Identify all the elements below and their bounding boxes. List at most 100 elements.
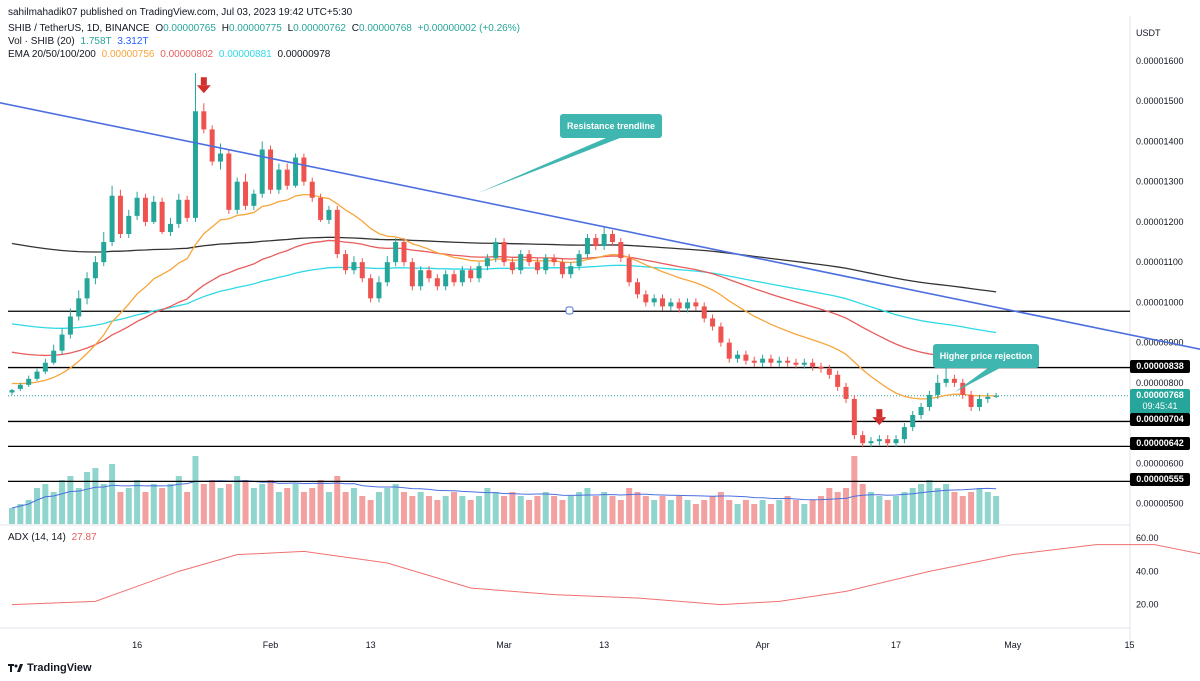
volume-bar (92, 468, 99, 524)
volume-bar (184, 492, 191, 524)
volume-bar (34, 488, 41, 524)
candle-body (84, 278, 90, 299)
candle-body (710, 318, 716, 327)
volume-bar (617, 500, 624, 524)
candle-body (9, 390, 15, 393)
volume-bar (834, 492, 841, 524)
resistance-trendline-callout[interactable]: Resistance trendline (560, 114, 662, 138)
volume-bar (843, 488, 849, 524)
candle-body (476, 266, 482, 279)
candle-body (601, 233, 607, 247)
higher-price-rejection-callout[interactable]: Higher price rejection (933, 344, 1039, 368)
candle-body (785, 360, 791, 363)
candle-body (543, 258, 549, 271)
arrow-shaft (876, 409, 883, 418)
candle-body (401, 242, 407, 263)
volume-bar (426, 496, 432, 524)
volume-bar (476, 496, 483, 524)
volume-bar (84, 472, 91, 524)
price-tick-label: 0.00001400 (1136, 136, 1184, 146)
volume-bar (350, 488, 357, 524)
adx-header: ADX (14, 14) 27.87 (8, 532, 100, 544)
volume-bar (851, 456, 858, 524)
price-tick-label: 0.00001500 (1136, 96, 1184, 106)
candle-body (67, 316, 73, 335)
volume-bar (242, 480, 249, 524)
symbol-title: SHIB / TetherUS, 1D, BINANCE (8, 23, 150, 34)
tradingview-logo[interactable]: TradingView (8, 662, 92, 674)
time-axis-label: 17 (891, 640, 901, 650)
candle-body (101, 242, 107, 263)
ema100-line (11, 264, 997, 334)
candle-body (626, 258, 632, 283)
volume-bar (384, 488, 391, 524)
candle-body (293, 157, 299, 186)
volume-bar (325, 492, 332, 524)
price-tag-704: 0.00000704 (1130, 413, 1190, 426)
candle-body (951, 378, 957, 383)
volume-bar (626, 488, 633, 524)
candle-body (668, 302, 674, 307)
volume-bar (576, 492, 583, 524)
price-tag-current: 0.00000768 09:45:41 (1130, 389, 1190, 414)
drawing-handle (565, 306, 574, 315)
candle-body (243, 181, 249, 206)
volume-bar (300, 492, 307, 524)
candle-body (343, 254, 349, 271)
candle-body (493, 242, 499, 259)
volume-bar (334, 476, 341, 524)
price-tick-label: 0.00001200 (1136, 217, 1184, 227)
volume-bar (642, 496, 649, 524)
volume-bar (968, 492, 975, 524)
candle-body (960, 382, 966, 395)
candle-body (409, 262, 415, 287)
candle-body (985, 396, 991, 399)
candle-body (418, 270, 424, 287)
candle-body (810, 362, 816, 367)
volume-bar (684, 500, 691, 524)
volume-bar (951, 492, 958, 524)
candle-body (59, 334, 65, 351)
volume-bar (209, 480, 216, 524)
candle-body (218, 153, 223, 162)
ema-header: EMA 20/50/100/200 0.00000756 0.00000802 … (8, 49, 333, 61)
rejection-callout-pointer (955, 368, 1000, 392)
volume-bar (150, 484, 157, 524)
volume-bar (275, 492, 282, 524)
candle-body (459, 270, 465, 283)
volume-bar (717, 492, 724, 524)
candle-body (801, 362, 807, 365)
candle-body (868, 441, 874, 444)
candle-body (501, 242, 507, 263)
candle-body (968, 394, 974, 407)
candle-body (851, 398, 857, 436)
volume-bar (250, 488, 257, 524)
volume-bar (434, 500, 441, 524)
candle-body (726, 342, 732, 359)
volume-bar (484, 488, 491, 524)
candle-body (201, 111, 207, 130)
candle-body (926, 394, 932, 407)
candle-body (159, 201, 165, 232)
volume-bar (926, 480, 933, 524)
volume-bar (859, 484, 866, 524)
candle-body (26, 378, 32, 385)
high-value: 0.00000775 (228, 23, 282, 34)
candle-body (368, 278, 374, 299)
volume-bar (392, 484, 399, 524)
bar-countdown: 09:45:41 (1142, 401, 1178, 411)
open-label: O (155, 23, 164, 34)
volume-bar (676, 496, 683, 524)
high-label: H (221, 23, 229, 34)
time-axis-label: 15 (1125, 640, 1135, 650)
adx-value: 27.87 (71, 532, 97, 543)
candle-body (484, 258, 490, 267)
candle-body (843, 386, 849, 399)
candle-body (17, 384, 23, 389)
candle-body (534, 262, 540, 271)
candle-body (518, 254, 524, 271)
brand-name: TradingView (27, 662, 92, 674)
volume-bar (125, 488, 132, 524)
price-tick-label: 0.00001300 (1136, 177, 1184, 187)
